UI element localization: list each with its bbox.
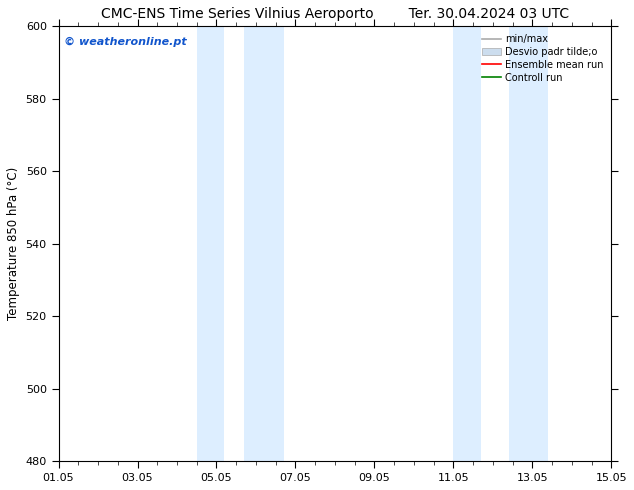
Legend: min/max, Desvio padr tilde;o, Ensemble mean run, Controll run: min/max, Desvio padr tilde;o, Ensemble m… (479, 31, 606, 86)
Bar (508, 26, 548, 461)
Bar (453, 26, 481, 461)
Y-axis label: Temperature 850 hPa (°C): Temperature 850 hPa (°C) (7, 167, 20, 320)
Text: © weatheronline.pt: © weatheronline.pt (64, 37, 187, 47)
Bar (197, 26, 224, 461)
Bar (244, 26, 283, 461)
Title: CMC-ENS Time Series Vilnius Aeroporto        Ter. 30.04.2024 03 UTC: CMC-ENS Time Series Vilnius Aeroporto Te… (101, 7, 569, 21)
